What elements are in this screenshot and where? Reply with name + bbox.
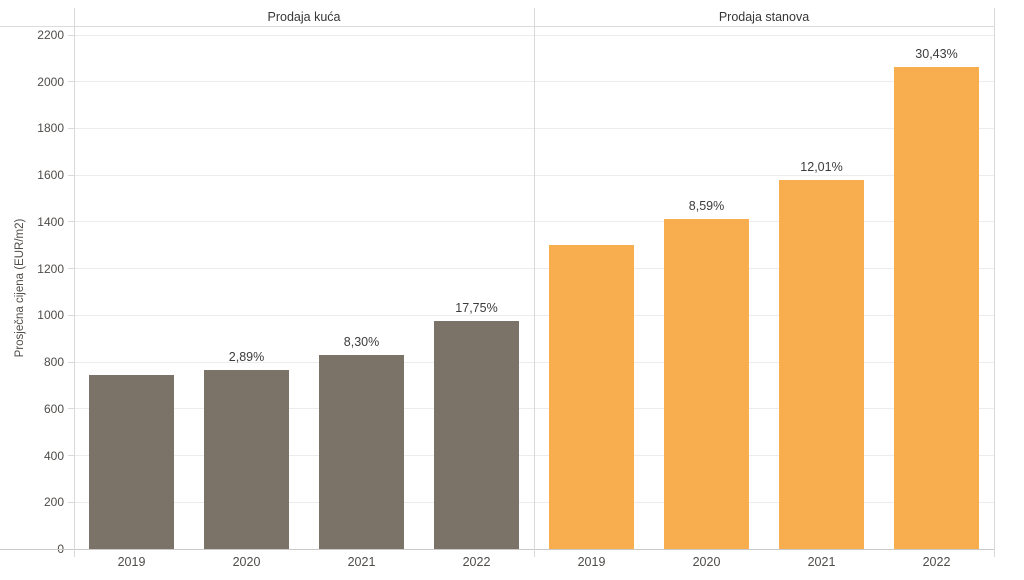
bar-houses-2020[interactable]	[204, 370, 289, 549]
y-tick-mark	[68, 268, 74, 270]
bar-apartments-2022[interactable]	[894, 67, 979, 549]
y-tick-mark	[68, 455, 74, 457]
y-tick-label: 1400	[37, 214, 64, 229]
x-tick-label: 2020	[692, 555, 721, 569]
bar-apartments-2019[interactable]	[549, 245, 634, 549]
bar-value-label: 8,30%	[343, 335, 380, 350]
x-tick-label: 2020	[232, 555, 261, 569]
y-tick-label: 1600	[37, 168, 64, 183]
panel-title-apartments: Prodaja stanova	[718, 10, 810, 24]
bar-houses-2021[interactable]	[319, 355, 404, 549]
bar-houses-2019[interactable]	[89, 375, 174, 549]
title-underline	[0, 26, 994, 27]
x-tick-label: 2022	[922, 555, 951, 569]
bar-value-label: 2,89%	[228, 350, 265, 365]
y-tick-label: 2200	[37, 28, 64, 42]
x-tick-label: 2019	[577, 555, 606, 569]
y-tick-label: 1200	[37, 261, 64, 276]
y-tick-label: 800	[43, 355, 64, 370]
y-tick-label: 1800	[37, 121, 64, 136]
y-tick-label: 400	[43, 448, 64, 463]
x-axis-line	[0, 548, 994, 550]
bar-value-label: 17,75%	[455, 300, 498, 315]
x-tick-label: 2021	[347, 555, 376, 569]
bar-apartments-2021[interactable]	[779, 179, 864, 549]
panel-border	[533, 8, 535, 557]
x-tick-label: 2021	[807, 555, 836, 569]
y-tick-mark	[68, 361, 74, 363]
y-tick-mark	[68, 127, 74, 129]
panel-title-houses: Prodaja kuća	[267, 10, 341, 24]
y-tick-mark	[68, 408, 74, 410]
y-tick-mark	[68, 221, 74, 223]
bar-houses-2022[interactable]	[434, 320, 519, 549]
y-tick-mark	[68, 174, 74, 176]
y-tick-mark	[68, 501, 74, 503]
y-tick-label: 2000	[37, 74, 64, 89]
y-tick-label: 200	[43, 495, 64, 510]
x-tick-label: 2019	[117, 555, 146, 569]
y-tick-mark	[68, 314, 74, 316]
y-tick-mark	[68, 34, 74, 36]
panel-border	[993, 8, 995, 557]
bar-apartments-2020[interactable]	[664, 219, 749, 549]
y-tick-label: 600	[43, 401, 64, 416]
bar-value-label: 30,43%	[915, 47, 958, 62]
y-tick-mark	[68, 81, 74, 83]
bar-value-label: 8,59%	[688, 199, 725, 214]
y-tick-label: 1000	[37, 308, 64, 323]
panel-border	[73, 8, 75, 557]
bar-value-label: 12,01%	[800, 159, 843, 174]
x-tick-label: 2022	[462, 555, 491, 569]
